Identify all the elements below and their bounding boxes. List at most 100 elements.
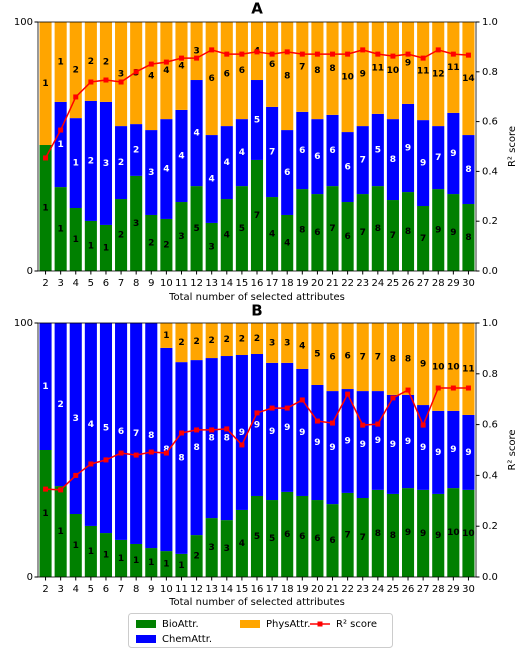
y-tick-label: 100 xyxy=(14,17,33,28)
bar-segment xyxy=(341,22,354,133)
r2-marker xyxy=(133,452,139,458)
bar-segment xyxy=(447,194,460,271)
x-tick-label: 10 xyxy=(160,278,173,289)
bar-segment xyxy=(462,489,475,577)
x-tick-label: 12 xyxy=(190,584,203,595)
segment-label: 4 xyxy=(224,158,230,168)
x-tick-label: 19 xyxy=(296,584,309,595)
segment-label: 8 xyxy=(390,354,396,364)
bar-segment xyxy=(69,323,82,515)
segment-label: 9 xyxy=(390,440,396,450)
segment-label: 2 xyxy=(73,66,79,76)
bar-segment xyxy=(462,204,475,271)
x-tick-label: 5 xyxy=(88,584,94,595)
x-tick-label: 13 xyxy=(205,278,218,289)
x-tick-label: 6 xyxy=(103,278,109,289)
r2-marker xyxy=(330,420,336,426)
bar-segment xyxy=(417,120,430,207)
x-tick-label: 23 xyxy=(356,584,369,595)
r2-marker xyxy=(88,79,94,85)
bar-segment xyxy=(281,130,294,215)
segment-label: 4 xyxy=(178,61,184,71)
bar-segment xyxy=(341,132,354,203)
segment-label: 6 xyxy=(239,66,245,76)
r2-marker xyxy=(345,51,351,57)
bar-segment xyxy=(432,410,445,494)
segment-label: 7 xyxy=(420,234,426,244)
segment-label: 5 xyxy=(254,532,260,542)
y2-tick-label: 0.4 xyxy=(482,470,498,481)
bar-segment xyxy=(235,22,248,120)
bar-segment xyxy=(115,323,128,540)
bar-segment xyxy=(371,489,384,577)
x-tick-label: 8 xyxy=(133,584,139,595)
chart-title: A xyxy=(251,0,263,18)
bar-segment xyxy=(205,518,218,577)
segment-label: 8 xyxy=(193,443,199,453)
r2-marker xyxy=(224,51,230,57)
bar-segment xyxy=(447,488,460,577)
segment-label: 2 xyxy=(178,338,184,348)
bar-segment xyxy=(356,126,369,195)
y2-tick-label: 0.6 xyxy=(482,117,498,128)
bar-segment xyxy=(371,391,384,490)
bar-segment xyxy=(371,323,384,392)
segment-label: 2 xyxy=(148,238,154,248)
r2-marker xyxy=(435,47,441,53)
x-tick-label: 8 xyxy=(133,278,139,289)
segment-label: 2 xyxy=(118,158,124,168)
segment-label: 5 xyxy=(193,224,199,234)
r2-marker xyxy=(73,472,79,478)
x-tick-label: 4 xyxy=(73,584,79,595)
segment-label: 8 xyxy=(284,72,290,82)
r2-marker xyxy=(103,77,109,83)
x-axis-label: Total number of selected attributes xyxy=(168,292,345,303)
x-tick-label: 23 xyxy=(356,278,369,289)
segment-label: 2 xyxy=(163,240,169,250)
x-tick-label: 27 xyxy=(417,278,430,289)
bar-segment xyxy=(281,214,294,271)
segment-label: 8 xyxy=(209,434,215,444)
bar-segment xyxy=(356,498,369,577)
r2-marker xyxy=(239,51,245,57)
segment-label: 10 xyxy=(447,528,460,538)
r2-marker xyxy=(194,427,200,433)
bar-segment xyxy=(311,323,324,385)
segment-label: 8 xyxy=(178,454,184,464)
x-tick-label: 14 xyxy=(220,584,233,595)
segment-label: 6 xyxy=(269,60,275,70)
x-tick-label: 25 xyxy=(387,584,400,595)
bar-segment xyxy=(250,495,264,577)
bar-segment xyxy=(220,356,233,521)
bar-segment xyxy=(54,187,67,271)
segment-label: 7 xyxy=(344,530,350,540)
segment-label: 1 xyxy=(163,560,169,570)
bar-segment xyxy=(296,22,309,112)
segment-label: 7 xyxy=(435,153,441,163)
r2-marker xyxy=(58,127,64,133)
segment-label: 8 xyxy=(405,227,411,237)
x-tick-label: 17 xyxy=(266,278,279,289)
x-tick-label: 19 xyxy=(296,278,309,289)
bar-segment xyxy=(39,22,52,146)
r2-marker xyxy=(450,51,456,57)
bar-segment xyxy=(296,368,309,496)
bar-segment xyxy=(39,450,52,577)
r2-marker xyxy=(435,385,441,391)
segment-label: 6 xyxy=(314,534,320,544)
r2-marker xyxy=(375,421,381,427)
bar-segment xyxy=(99,101,113,225)
segment-label: 4 xyxy=(193,129,199,139)
y2-tick-label: 0.2 xyxy=(482,216,498,227)
segment-label: 9 xyxy=(450,149,456,159)
bar-segment xyxy=(311,384,324,501)
x-tick-label: 30 xyxy=(462,278,475,289)
bar-segment xyxy=(175,553,188,577)
bar-segment xyxy=(175,362,188,554)
y-tick-label: 100 xyxy=(14,318,33,329)
bar-segment xyxy=(371,113,384,187)
bar-segment xyxy=(250,353,264,496)
bar-segment xyxy=(220,126,233,200)
segment-label: 4 xyxy=(163,66,169,76)
segment-label: 6 xyxy=(314,152,320,162)
